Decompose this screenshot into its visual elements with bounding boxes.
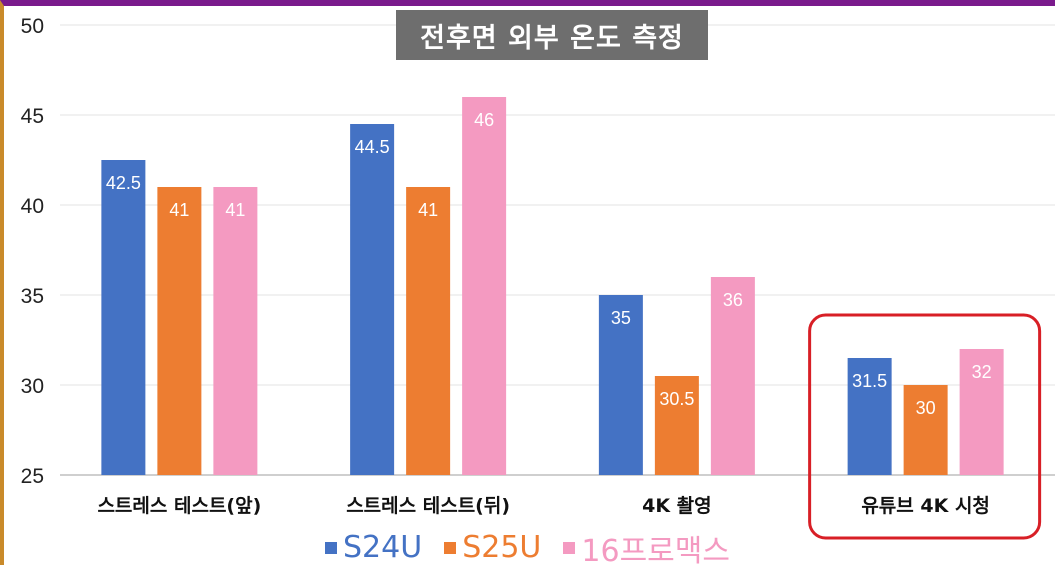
- category-label: 스트레스 테스트(뒤): [346, 495, 510, 517]
- bar-value-label: 44.5: [355, 137, 390, 157]
- legend-swatch: [563, 541, 576, 554]
- bar-S24U: [598, 295, 643, 475]
- legend-swatch: [325, 541, 338, 554]
- legend-label: 16프로맥스: [581, 533, 730, 569]
- legend-item: 16프로맥스: [563, 526, 730, 570]
- legend-swatch: [444, 541, 457, 554]
- bar-S25U: [406, 187, 451, 475]
- bar-S25U: [654, 376, 699, 475]
- legend-item: S25U: [444, 530, 541, 565]
- bar-16프로맥스: [462, 97, 507, 475]
- bar-S24U: [847, 358, 892, 475]
- y-tick-label: 50: [21, 15, 44, 38]
- y-tick-label: 25: [21, 465, 44, 488]
- legend-item: S24U: [325, 530, 422, 565]
- bar-value-label: 32: [972, 362, 992, 382]
- bar-value-label: 41: [225, 200, 245, 220]
- bar-value-label: 42.5: [106, 173, 141, 193]
- legend-label: S24U: [343, 530, 423, 565]
- bar-value-label: 36: [723, 290, 743, 310]
- y-tick-label: 40: [21, 195, 44, 218]
- category-labels: 스트레스 테스트(앞) 스트레스 테스트(뒤) 4K 촬영 유튜브 4K 시청: [97, 495, 989, 517]
- category-label: 유튜브 4K 시청: [861, 495, 990, 517]
- bar-value-label: 30.5: [659, 389, 694, 409]
- highlight-box: [808, 313, 1042, 540]
- value-labels: 42.5 41 41 44.5 41 46 35 30.5 36 31.5 30 32: [106, 110, 992, 418]
- chart-title: 전후면 외부 온도 측정: [396, 10, 708, 60]
- y-tick-label: 30: [21, 375, 44, 398]
- legend-label: S25U: [462, 530, 542, 565]
- bar-value-label: 41: [169, 200, 189, 220]
- bar-value-label: 35: [611, 308, 631, 328]
- bar-value-label: 31.5: [852, 371, 887, 391]
- legend: S24U S25U 16프로맥스: [0, 530, 1055, 569]
- y-tick-label: 35: [21, 285, 44, 308]
- y-tick-label: 45: [21, 105, 44, 128]
- bars: [101, 97, 1004, 475]
- bar-16프로맥스: [213, 187, 258, 475]
- bar-S24U: [101, 160, 146, 475]
- bar-S24U: [350, 124, 395, 475]
- bar-S25U: [157, 187, 202, 475]
- bar-16프로맥스: [710, 277, 755, 475]
- category-label: 스트레스 테스트(앞): [97, 495, 261, 517]
- y-axis-ticks: 25 30 35 40 45 50: [21, 15, 44, 488]
- highlight-layer: [808, 313, 1042, 540]
- bar-S25U: [903, 385, 948, 475]
- bar-value-label: 41: [418, 200, 438, 220]
- bar-16프로맥스: [959, 349, 1004, 475]
- bar-value-label: 46: [474, 110, 494, 130]
- bar-value-label: 30: [916, 398, 936, 418]
- category-label: 4K 촬영: [642, 495, 712, 517]
